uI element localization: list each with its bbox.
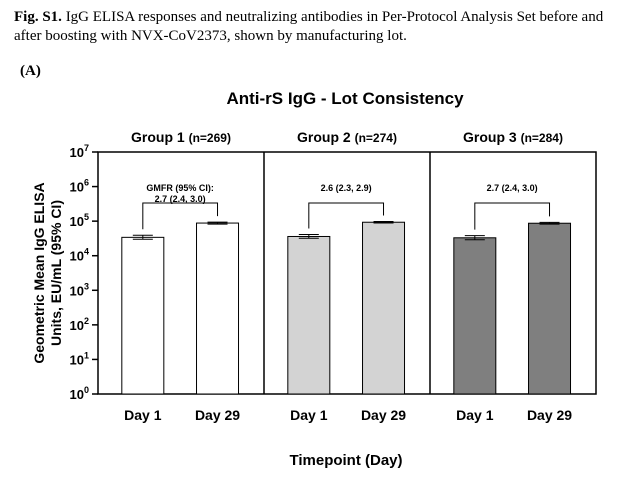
y-tick-label: 106 xyxy=(70,178,89,195)
group-header: Group 3 (n=284) xyxy=(463,129,563,145)
x-tick-label: Day 1 xyxy=(290,407,328,423)
y-tick-label: 100 xyxy=(70,385,89,402)
bar xyxy=(453,237,497,395)
y-tick-label: 101 xyxy=(70,350,89,367)
x-tick-label: Day 29 xyxy=(195,407,240,423)
gmfr-bracket xyxy=(142,202,219,230)
gmfr-heading: GMFR (95% CI): xyxy=(146,183,214,193)
gmfr-bracket xyxy=(474,202,551,230)
y-tick-label: 107 xyxy=(70,143,89,160)
x-axis-label: Timepoint (Day) xyxy=(289,452,402,469)
bar xyxy=(528,222,572,395)
group-header: Group 2 (n=274) xyxy=(297,129,397,145)
plot-frame xyxy=(97,151,597,395)
caption-text: IgG ELISA responses and neutralizing ant… xyxy=(14,9,604,44)
gmfr-value: 2.7 (2.4, 3.0) xyxy=(155,194,206,204)
gmfr-value: 2.6 (2.3, 2.9) xyxy=(321,183,372,193)
y-axis-label: Geometric Mean IgG ELISAUnits, EU/mL (95… xyxy=(31,182,64,363)
caption-label: Fig. S1. xyxy=(14,9,62,25)
bar xyxy=(121,236,165,395)
y-tick-label: 105 xyxy=(70,212,89,229)
x-tick-label: Day 1 xyxy=(124,407,162,423)
gmfr-value: 2.7 (2.4, 3.0) xyxy=(487,183,538,193)
bar xyxy=(362,221,406,395)
y-tick-label: 102 xyxy=(70,316,89,333)
gmfr-bracket xyxy=(308,202,385,229)
group-header: Group 1 (n=269) xyxy=(131,129,231,145)
y-tick-label: 103 xyxy=(70,281,89,298)
x-tick-label: Day 29 xyxy=(527,407,572,423)
y-tick-label: 104 xyxy=(70,247,89,264)
figure-caption: Fig. S1. IgG ELISA responses and neutral… xyxy=(14,8,614,46)
bar xyxy=(287,235,331,395)
x-tick-label: Day 1 xyxy=(456,407,494,423)
chart-title: Anti-rS IgG - Lot Consistency xyxy=(226,89,464,108)
bar xyxy=(196,222,240,395)
x-tick-label: Day 29 xyxy=(361,407,406,423)
panel-label: (A) xyxy=(20,63,41,79)
